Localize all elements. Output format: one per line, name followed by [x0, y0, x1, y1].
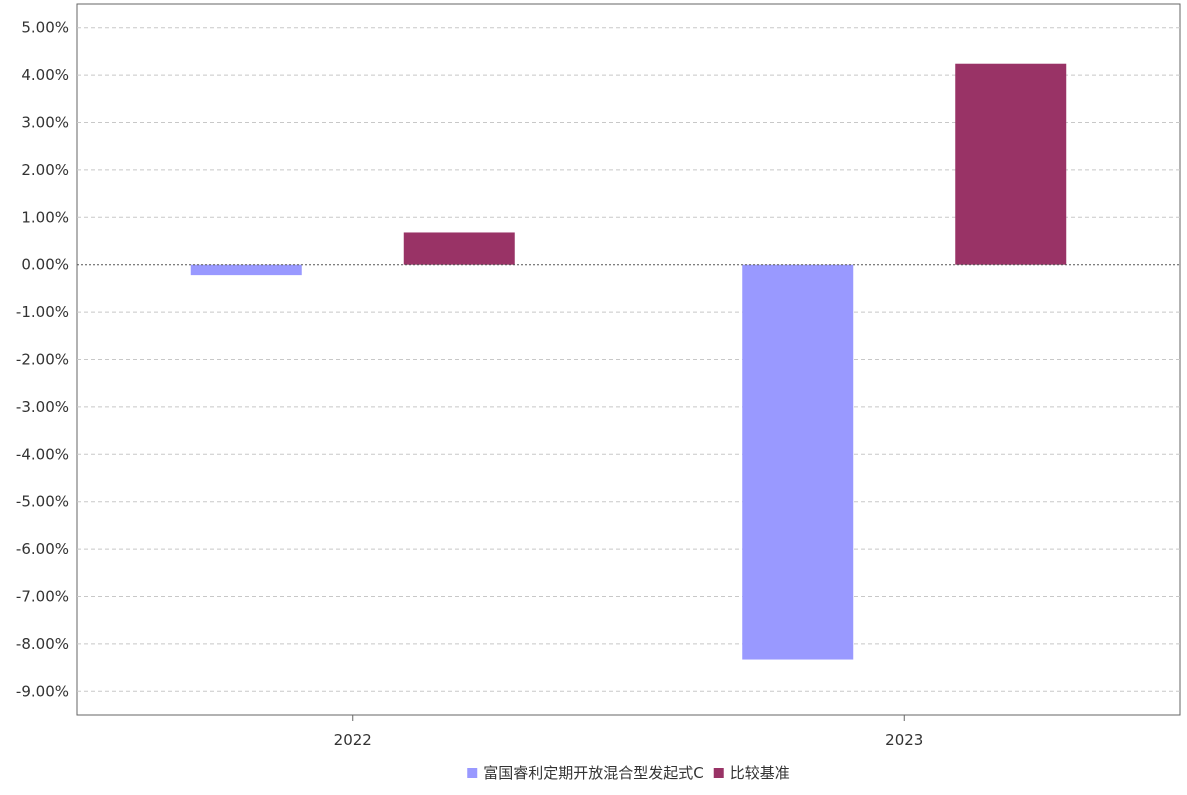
y-tick-label: -9.00% [16, 682, 69, 700]
legend-swatch [713, 768, 724, 778]
bar-2022-series-0[interactable] [190, 264, 302, 276]
bar-2022-series-1[interactable] [403, 232, 515, 265]
bar-2023-series-1[interactable] [955, 63, 1067, 265]
x-tick-label: 2023 [885, 731, 923, 749]
y-tick-label: 1.00% [21, 208, 69, 226]
bars [190, 63, 1067, 660]
legend-item[interactable]: 比较基准 [713, 764, 790, 782]
y-axis-ticks: 5.00% 4.00% 3.00% 2.00% 1.00% 0.00% -1.00% -2.0… [16, 19, 69, 701]
legend-label: 比较基准 [730, 764, 790, 782]
legend: 富国睿利定期开放混合型发起式C 比较基准 [467, 764, 790, 782]
y-tick-label: 5.00% [21, 19, 69, 37]
y-tick-label: -6.00% [16, 540, 69, 558]
legend-item[interactable]: 富国睿利定期开放混合型发起式C [467, 764, 704, 782]
x-axis-ticks: 2022 2023 [334, 715, 923, 749]
y-tick-label: 4.00% [21, 66, 69, 84]
y-tick-label: -3.00% [16, 398, 69, 416]
y-tick-label: 0.00% [21, 256, 69, 274]
bar-2023-series-0[interactable] [742, 264, 854, 660]
y-tick-label: -7.00% [16, 588, 69, 606]
y-tick-label: -5.00% [16, 493, 69, 511]
y-tick-label: 2.00% [21, 161, 69, 179]
y-tick-label: -8.00% [16, 635, 69, 653]
y-tick-label: -4.00% [16, 445, 69, 463]
x-tick-label: 2022 [334, 731, 372, 749]
legend-swatch [467, 768, 478, 778]
y-tick-label: -1.00% [16, 303, 69, 321]
y-tick-label: -2.00% [16, 351, 69, 369]
legend-label: 富国睿利定期开放混合型发起式C [483, 764, 703, 782]
y-tick-label: 3.00% [21, 114, 69, 132]
